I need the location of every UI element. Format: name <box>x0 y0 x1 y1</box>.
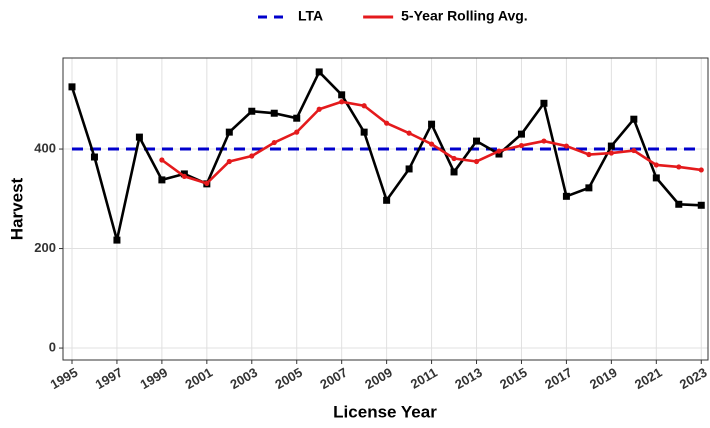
point <box>585 184 593 192</box>
point <box>249 153 255 159</box>
point <box>204 180 210 186</box>
point <box>226 158 232 165</box>
x-tick-label: 2003 <box>227 365 260 392</box>
point <box>113 236 121 244</box>
point <box>181 173 187 180</box>
point <box>473 137 481 145</box>
point <box>361 103 367 109</box>
x-tick-label: 2017 <box>542 365 575 392</box>
point <box>428 141 435 147</box>
plot-background <box>63 58 708 360</box>
point <box>518 142 525 149</box>
x-tick-label: 2001 <box>183 365 216 392</box>
x-tick-label: 2011 <box>408 365 440 392</box>
point <box>294 129 300 135</box>
point <box>225 128 233 136</box>
point <box>675 200 683 208</box>
point <box>293 114 301 122</box>
point <box>159 157 165 163</box>
point <box>631 147 637 154</box>
point <box>563 143 570 149</box>
point <box>68 83 76 91</box>
point <box>495 150 503 158</box>
point <box>697 201 705 209</box>
point <box>338 91 346 99</box>
x-tick-label: 2023 <box>677 365 710 392</box>
point <box>158 176 166 184</box>
point <box>451 155 457 162</box>
x-tick-label: 2015 <box>497 365 530 392</box>
point <box>405 165 413 173</box>
x-tick-label: 1999 <box>138 365 171 392</box>
point <box>339 99 345 105</box>
point <box>384 120 390 126</box>
x-tick-label: 1995 <box>48 365 81 392</box>
point <box>652 174 660 182</box>
point <box>135 133 143 141</box>
y-tick-label: 200 <box>34 240 56 255</box>
y-tick-label: 400 <box>34 140 56 155</box>
point <box>428 120 436 128</box>
point <box>271 139 277 146</box>
point <box>496 148 502 154</box>
x-tick-label: 2009 <box>362 365 395 392</box>
legend-label: LTA <box>298 8 323 24</box>
point <box>406 130 412 136</box>
point <box>676 164 682 170</box>
x-tick-label: 2019 <box>587 365 620 392</box>
point <box>473 158 480 165</box>
point <box>608 150 614 156</box>
point <box>270 109 278 117</box>
point <box>607 142 615 150</box>
point <box>248 107 256 115</box>
point <box>698 167 704 173</box>
x-tick-label: 2005 <box>272 365 305 392</box>
point <box>90 153 98 161</box>
y-tick-label: 0 <box>49 339 56 354</box>
point <box>450 168 458 176</box>
point <box>586 151 592 158</box>
point <box>630 115 638 123</box>
x-tick-label: 2007 <box>317 365 350 392</box>
y-axis-title: Harvest <box>7 177 26 240</box>
point <box>383 196 391 204</box>
x-tick-label: 2021 <box>632 365 665 392</box>
point <box>541 138 547 144</box>
x-tick-label: 2013 <box>452 365 485 392</box>
point <box>360 128 368 136</box>
point <box>653 162 659 168</box>
plot-border <box>62 57 709 361</box>
legend-label: 5-Year Rolling Avg. <box>401 8 528 24</box>
x-axis-title: License Year <box>333 402 437 421</box>
point <box>540 99 548 107</box>
point <box>316 106 322 112</box>
point <box>517 130 525 138</box>
x-tick-label: 1997 <box>93 365 126 392</box>
point <box>562 192 570 200</box>
point <box>315 68 323 76</box>
